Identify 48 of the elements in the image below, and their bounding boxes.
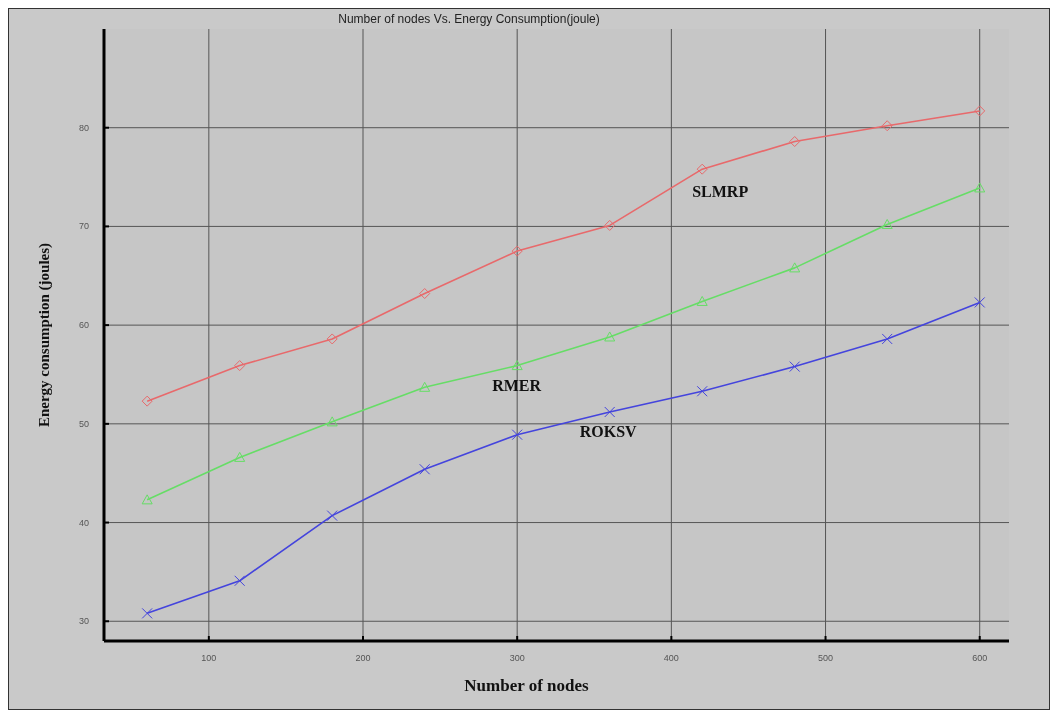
point (974, 182, 986, 193)
y-tick-label: 30 (78, 616, 90, 627)
point (696, 385, 708, 397)
series-label: RMER (492, 376, 542, 394)
point (974, 296, 986, 308)
point (326, 333, 338, 345)
x-tick-label: 600 (972, 653, 988, 663)
point (974, 105, 986, 117)
y-tick-label: 50 (78, 418, 90, 429)
point (419, 288, 431, 300)
point (511, 429, 523, 441)
point (326, 416, 338, 427)
x-tick-label: 300 (509, 653, 525, 663)
point (234, 451, 246, 462)
point (511, 360, 523, 371)
y-axis-title: Energy consumption (joules) (36, 242, 53, 428)
x-tick-label: 500 (818, 653, 834, 663)
point (604, 219, 616, 231)
point (419, 463, 431, 475)
point (141, 395, 153, 407)
point (234, 575, 246, 587)
point (604, 331, 616, 342)
point (696, 295, 708, 306)
point (789, 262, 801, 273)
y-tick-label: 80 (78, 122, 90, 133)
y-tick-label: 70 (78, 221, 90, 232)
point (696, 163, 708, 175)
x-axis-title: Number of nodes (464, 676, 590, 695)
point (141, 494, 153, 505)
point (604, 406, 616, 418)
point (141, 607, 153, 619)
point (881, 218, 893, 229)
point (881, 333, 893, 345)
series-label: SLMRP (692, 183, 749, 201)
point (419, 381, 431, 392)
point (326, 510, 338, 522)
y-tick-label: 40 (78, 517, 90, 528)
x-tick-label: 100 (201, 653, 217, 663)
y-tick-label: 60 (78, 320, 90, 331)
series-label: ROKSV (579, 422, 638, 440)
point (789, 361, 801, 373)
point (234, 360, 246, 372)
x-tick-label: 400 (663, 653, 679, 663)
point (789, 136, 801, 148)
chart-title: Number of nodes Vs. Energy Consumption(joule) (338, 12, 600, 26)
point (511, 245, 523, 257)
x-tick-label: 200 (355, 653, 371, 663)
point (881, 120, 893, 132)
